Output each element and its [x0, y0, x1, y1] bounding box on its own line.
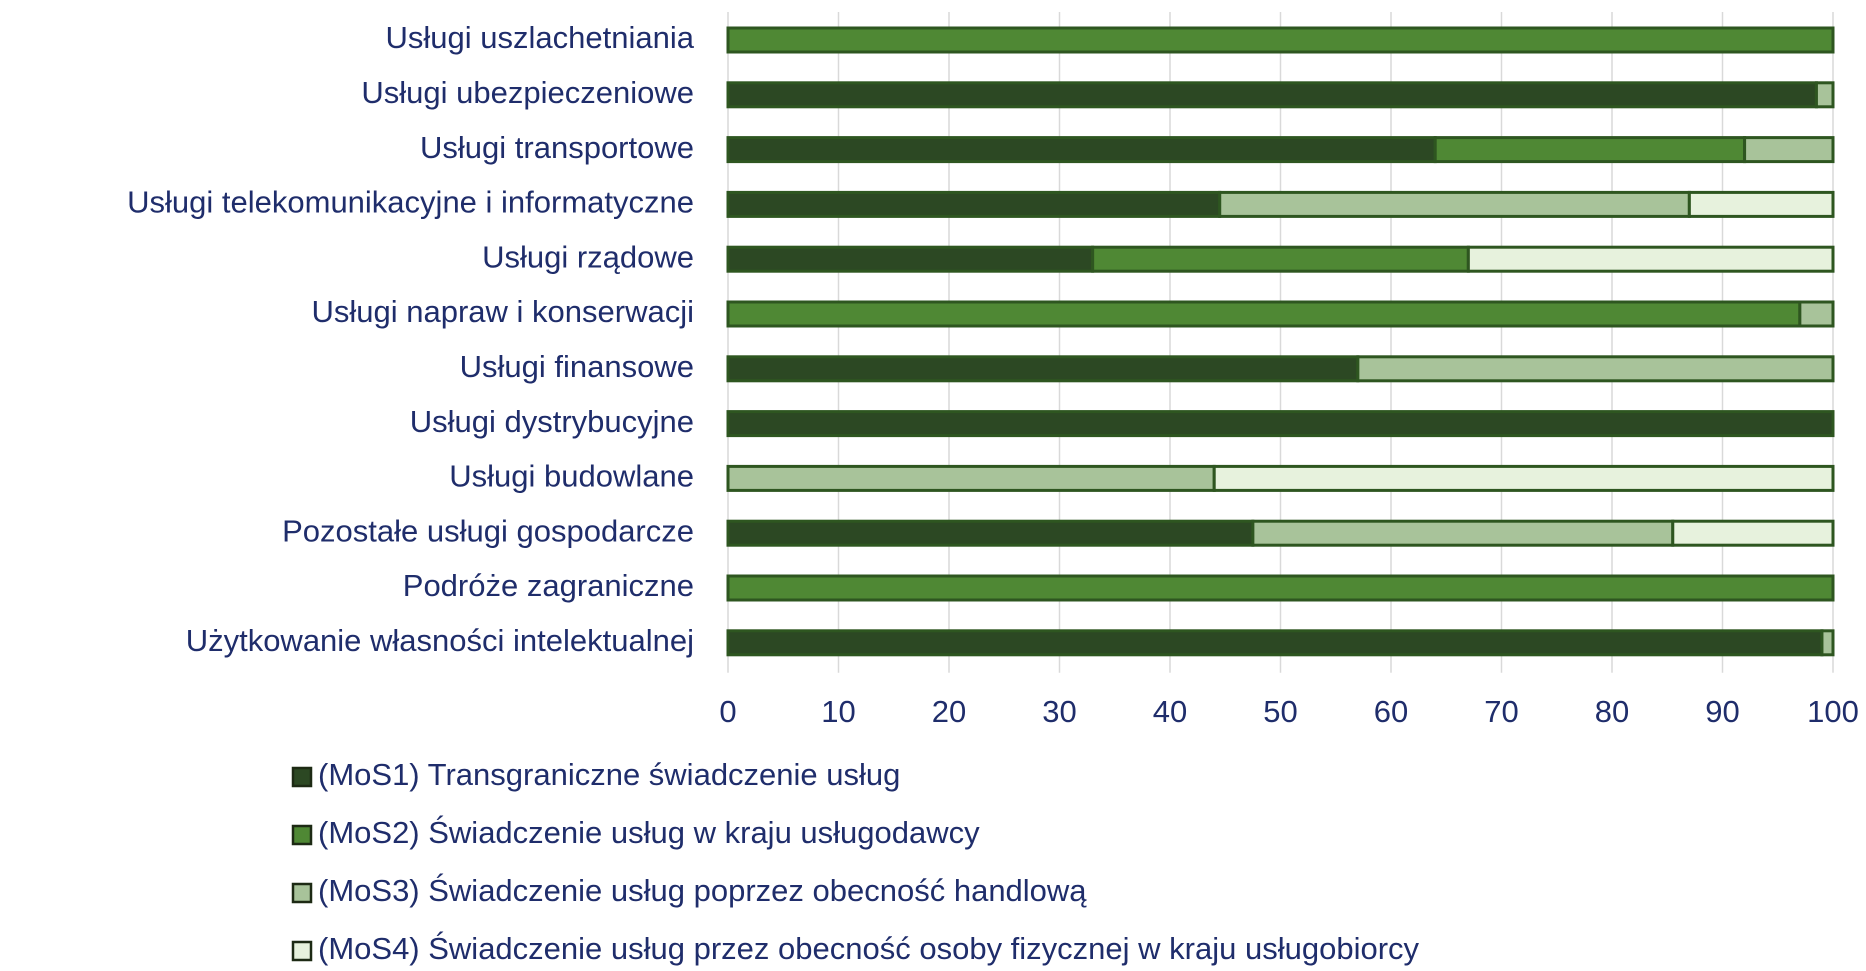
x-tick-label: 20	[932, 694, 966, 729]
bar-segment	[726, 355, 1360, 383]
y-tick-label: Usługi telekomunikacyjne i informatyczne	[127, 185, 694, 220]
legend-swatch	[291, 940, 313, 962]
legend-label: (MoS3) Świadczenie usług poprzez obecnoś…	[318, 872, 1087, 908]
bar-segment	[1212, 464, 1835, 492]
legend-swatch	[291, 882, 313, 904]
bar-segment	[1356, 355, 1835, 383]
x-tick-label: 60	[1374, 694, 1408, 729]
bar-segment	[726, 190, 1222, 218]
y-tick-label: Usługi napraw i konserwacji	[312, 294, 695, 329]
bar-segment	[726, 26, 1835, 54]
bar-segment	[726, 464, 1216, 492]
bar-segment	[1091, 245, 1470, 273]
legend-label: (MoS2) Świadczenie usług w kraju usługod…	[318, 814, 980, 850]
bar-segment	[726, 519, 1255, 547]
x-tick-label: 70	[1484, 694, 1518, 729]
legend-swatch	[291, 766, 313, 788]
y-tick-label: Pozostałe usługi gospodarcze	[282, 513, 694, 548]
y-tick-label: Usługi uszlachetniania	[386, 20, 695, 55]
legend-swatch	[291, 824, 313, 846]
x-tick-label: 30	[1042, 694, 1076, 729]
x-tick-label: 80	[1595, 694, 1629, 729]
x-tick-label: 0	[719, 694, 736, 729]
bar-segment	[1814, 81, 1835, 109]
legend-label: (MoS1) Transgraniczne świadczenie usług	[318, 757, 900, 792]
bar-segment	[726, 629, 1824, 657]
bar-segment	[726, 410, 1835, 438]
bar-segment	[1798, 300, 1835, 328]
x-tick-label: 50	[1263, 694, 1297, 729]
x-tick-label: 10	[821, 694, 855, 729]
bar-segment	[1743, 136, 1835, 164]
bar-segment	[1820, 629, 1835, 657]
x-tick-label: 100	[1807, 694, 1859, 729]
x-tick-label: 90	[1705, 694, 1739, 729]
bar-segment	[1218, 190, 1691, 218]
bar-segment	[726, 245, 1095, 273]
y-tick-label: Usługi rządowe	[482, 239, 694, 274]
y-tick-label: Podróże zagraniczne	[403, 568, 694, 603]
bar-segment	[726, 574, 1835, 602]
y-tick-label: Usługi ubezpieczeniowe	[361, 75, 694, 110]
bar-segment	[726, 300, 1802, 328]
bar-segment	[726, 81, 1818, 109]
y-tick-label: Usługi finansowe	[460, 349, 694, 384]
legend-label: (MoS4) Świadczenie usług przez obecność …	[318, 930, 1420, 966]
y-tick-label: Usługi dystrybucyjne	[410, 404, 694, 439]
y-tick-label: Usługi transportowe	[420, 130, 694, 165]
x-tick-label: 40	[1153, 694, 1187, 729]
y-tick-label: Usługi budowlane	[449, 459, 694, 494]
bar-segment	[1251, 519, 1675, 547]
y-tick-label: Użytkowanie własności intelektualnej	[186, 623, 694, 658]
bar-segment	[1433, 136, 1747, 164]
bar-segment	[1687, 190, 1835, 218]
bar-segment	[1671, 519, 1835, 547]
bar-segment	[1466, 245, 1835, 273]
bar-segment	[726, 136, 1437, 164]
